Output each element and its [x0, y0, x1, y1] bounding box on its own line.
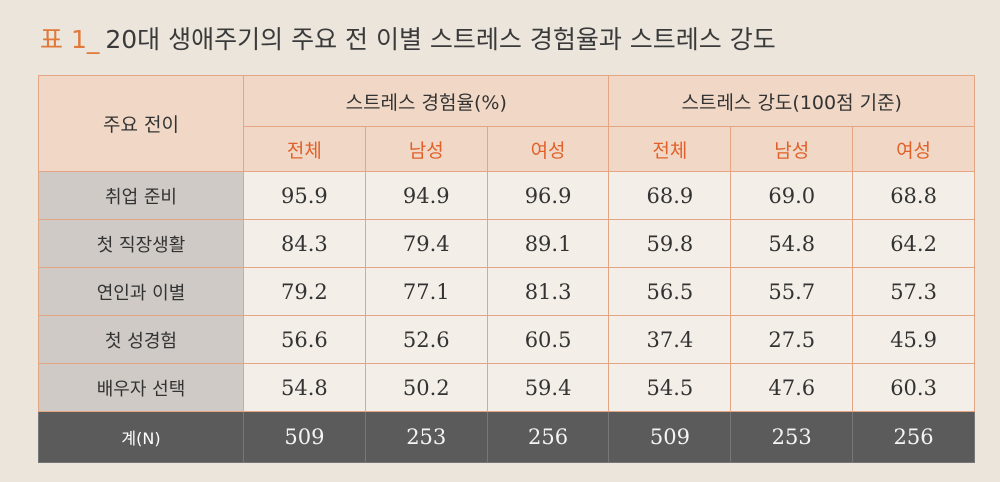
value-cell: 89.1 — [486, 219, 610, 268]
row-label: 첫 직장생활 — [38, 219, 244, 268]
row-label: 첫 성경험 — [38, 315, 244, 364]
group-header: 스트레스 경험율(%) — [242, 75, 610, 127]
total-value: 256 — [852, 411, 975, 463]
value-cell: 81.3 — [486, 267, 610, 316]
value-cell: 68.8 — [852, 171, 975, 220]
value-cell: 57.3 — [852, 267, 975, 316]
row-label: 취업 준비 — [38, 171, 244, 220]
subheader: 전체 — [243, 126, 366, 172]
value-cell: 56.6 — [243, 315, 366, 364]
subheader: 전체 — [608, 126, 732, 172]
row-label: 배우자 선택 — [38, 363, 244, 412]
value-cell: 54.5 — [608, 363, 732, 412]
value-cell: 52.6 — [364, 315, 488, 364]
value-cell: 56.5 — [608, 267, 732, 316]
total-value: 253 — [364, 411, 488, 463]
caption-title: 20대 생애주기의 주요 전 이별 스트레스 경험율과 스트레스 강도 — [105, 25, 776, 54]
subheader: 여성 — [486, 126, 610, 172]
total-label: 계(N) — [38, 411, 244, 463]
table-row: 취업 준비 95.9 94.9 96.9 68.9 69.0 68.8 — [38, 171, 975, 220]
subheader: 남성 — [364, 126, 488, 172]
value-cell: 50.2 — [364, 363, 488, 412]
table-row: 연인과 이별 79.2 77.1 81.3 56.5 55.7 57.3 — [38, 267, 975, 316]
value-cell: 60.3 — [852, 363, 975, 412]
value-cell: 84.3 — [243, 219, 366, 268]
caption: 표 1_ 20대 생애주기의 주요 전 이별 스트레스 경험율과 스트레스 강도 — [40, 20, 776, 56]
value-cell: 59.4 — [486, 363, 610, 412]
total-value: 509 — [608, 411, 732, 463]
value-cell: 60.5 — [486, 315, 610, 364]
total-row: 계(N) 509 253 256 509 253 256 — [38, 411, 975, 463]
value-cell: 79.2 — [243, 267, 366, 316]
table-row: 첫 성경험 56.6 52.6 60.5 37.4 27.5 45.9 — [38, 315, 975, 364]
value-cell: 45.9 — [852, 315, 975, 364]
value-cell: 47.6 — [730, 363, 854, 412]
subheader: 여성 — [852, 126, 975, 172]
value-cell: 64.2 — [852, 219, 975, 268]
value-cell: 77.1 — [364, 267, 488, 316]
value-cell: 94.9 — [364, 171, 488, 220]
table-row: 첫 직장생활 84.3 79.4 89.1 59.8 54.8 64.2 — [38, 219, 975, 268]
table-body: 취업 준비 95.9 94.9 96.9 68.9 69.0 68.8 첫 직장생활 84.3 7… — [38, 171, 975, 463]
value-cell: 54.8 — [243, 363, 366, 412]
caption-label: 표 1_ — [40, 25, 100, 54]
subheader-row: 전체 남성 여성 전체 남성 여성 — [39, 126, 975, 172]
value-cell: 54.8 — [730, 219, 854, 268]
stress-table: 주요 전이 스트레스 경험율(%) 스트레스 강도(100점 기준) 전체 남성 여… — [38, 75, 975, 463]
value-cell: 96.9 — [486, 171, 610, 220]
value-cell: 68.9 — [608, 171, 732, 220]
row-label: 연인과 이별 — [38, 267, 244, 316]
value-cell: 37.4 — [608, 315, 732, 364]
total-value: 256 — [486, 411, 610, 463]
total-value: 509 — [243, 411, 366, 463]
value-cell: 95.9 — [243, 171, 366, 220]
subheader: 남성 — [730, 126, 854, 172]
total-value: 253 — [730, 411, 854, 463]
value-cell: 55.7 — [730, 267, 854, 316]
value-cell: 79.4 — [364, 219, 488, 268]
group-header: 스트레스 강도(100점 기준) — [608, 75, 975, 127]
value-cell: 59.8 — [608, 219, 732, 268]
value-cell: 27.5 — [730, 315, 854, 364]
value-cell: 69.0 — [730, 171, 854, 220]
table-row: 배우자 선택 54.8 50.2 59.4 54.5 47.6 60.3 — [38, 363, 975, 412]
corner-header: 주요 전이 — [38, 75, 244, 172]
